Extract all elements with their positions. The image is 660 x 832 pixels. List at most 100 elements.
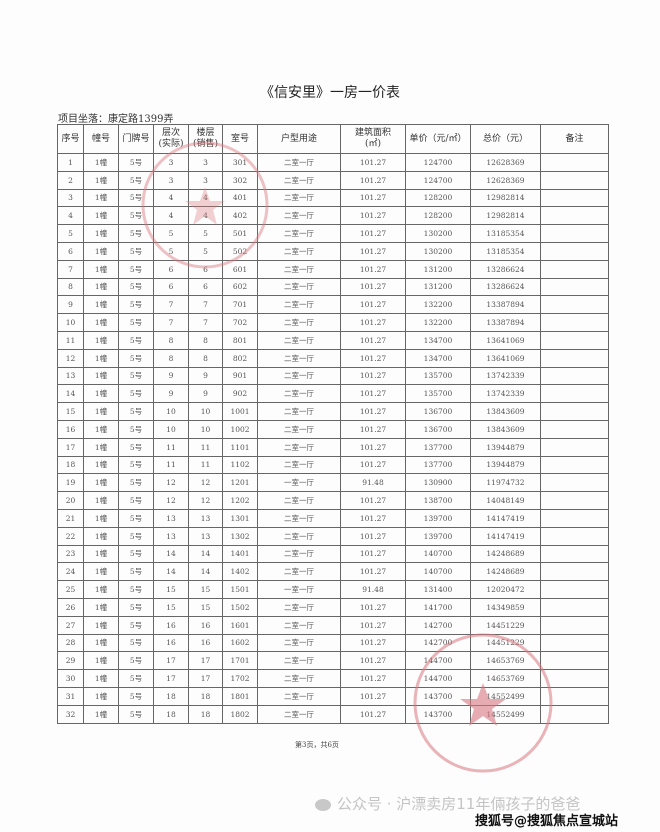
table-cell: 402 — [222, 206, 258, 226]
table-cell: 二室一厅 — [257, 330, 341, 350]
table-cell: 132200 — [405, 313, 471, 332]
table-cell: 二室一厅 — [257, 562, 341, 582]
table-cell: 14147419 — [470, 508, 541, 528]
table-row: 31 1幢 5号 18 18 1801 二室一厅 101.27 143700 14552499 — [57, 686, 609, 706]
table-cell: 11 — [188, 437, 223, 457]
table-cell: 15 — [188, 597, 223, 617]
table-cell — [540, 366, 609, 386]
column-header: 门牌号 — [118, 124, 154, 154]
table-cell: 401 — [222, 188, 258, 208]
table-cell — [540, 295, 609, 315]
table-cell: 902 — [222, 384, 258, 404]
table-cell — [540, 402, 609, 421]
table-cell: 101.27 — [340, 330, 406, 350]
table-cell — [540, 241, 609, 261]
table-cell: 7 — [153, 313, 189, 332]
table-cell: 1幢 — [83, 188, 119, 208]
table-cell: 1302 — [222, 526, 258, 546]
table-row: 11 1幢 5号 8 8 801 二室一厅 101.27 134700 13641069 — [57, 330, 609, 350]
table-cell: 18 — [188, 704, 223, 724]
table-cell: 1802 — [222, 704, 258, 724]
table-cell: 12 — [57, 348, 84, 368]
table-cell — [540, 188, 609, 208]
table-cell: 101.27 — [340, 526, 406, 546]
table-cell — [540, 633, 609, 653]
table-cell: 91.48 — [340, 473, 406, 493]
table-cell: 15 — [57, 402, 84, 421]
table-cell: 101.27 — [340, 491, 406, 510]
table-cell: 1幢 — [83, 295, 119, 315]
table-cell: 14147419 — [470, 526, 541, 546]
table-cell — [540, 224, 609, 243]
table-cell: 136700 — [405, 402, 471, 421]
column-header: 室号 — [222, 124, 258, 154]
table-row: 5 1幢 5号 5 5 501 二室一厅 101.27 130200 13185354 — [57, 224, 609, 243]
table-cell: 一室一厅 — [257, 473, 341, 493]
table-row: 16 1幢 5号 10 10 1002 二室一厅 101.27 136700 13843609 — [57, 419, 609, 439]
table-cell: 9 — [153, 384, 189, 404]
table-cell: 8 — [188, 348, 223, 368]
table-cell: 140700 — [405, 544, 471, 564]
table-cell: 1502 — [222, 597, 258, 617]
table-cell — [540, 277, 609, 297]
table-cell: 1301 — [222, 508, 258, 528]
table-cell: 101.27 — [340, 597, 406, 617]
table-cell: 101.27 — [340, 402, 406, 421]
column-header: 层次 (实际) — [153, 124, 189, 154]
table-cell: 14552499 — [470, 686, 541, 706]
table-cell: 131200 — [405, 277, 471, 297]
table-cell: 901 — [222, 366, 258, 386]
page-number: 第3页，共6页 — [295, 741, 339, 749]
table-cell: 137700 — [405, 437, 471, 457]
table-cell: 136700 — [405, 419, 471, 439]
table-cell: 16 — [188, 633, 223, 653]
table-cell: 二室一厅 — [257, 313, 341, 332]
table-cell: 6 — [188, 277, 223, 297]
table-cell: 134700 — [405, 348, 471, 368]
table-cell: 701 — [222, 295, 258, 315]
table-cell: 3 — [153, 170, 189, 190]
table-cell: 17 — [153, 669, 189, 688]
table-cell: 101.27 — [340, 313, 406, 332]
table-cell: 1幢 — [83, 615, 119, 635]
table-cell: 4 — [153, 206, 189, 226]
table-cell: 12020472 — [470, 580, 541, 599]
column-header: 序号 — [57, 124, 84, 154]
table-cell: 101.27 — [340, 366, 406, 386]
table-row: 23 1幢 5号 14 14 1401 二室一厅 101.27 140700 14248689 — [57, 544, 609, 564]
table-cell: 10 — [57, 313, 84, 332]
table-cell: 12 — [153, 491, 189, 510]
table-cell — [540, 615, 609, 635]
table-cell: 5号 — [118, 473, 154, 493]
table-row: 10 1幢 5号 7 7 702 二室一厅 101.27 132200 13387894 — [57, 313, 609, 332]
table-cell: 14 — [57, 384, 84, 404]
table-cell: 14349859 — [470, 597, 541, 617]
table-row: 14 1幢 5号 9 9 902 二室一厅 101.27 135700 13742339 — [57, 384, 609, 404]
table-row: 22 1幢 5号 13 13 1302 二室一厅 101.27 139700 14147419 — [57, 526, 609, 546]
table-cell — [540, 526, 609, 546]
table-cell: 1 — [57, 153, 84, 172]
table-cell: 1幢 — [83, 686, 119, 706]
table-cell: 101.27 — [340, 295, 406, 315]
table-cell: 1幢 — [83, 651, 119, 671]
table-cell: 135700 — [405, 384, 471, 404]
table-cell: 141700 — [405, 597, 471, 617]
table-cell: 二室一厅 — [257, 224, 341, 243]
table-cell: 8 — [153, 348, 189, 368]
table-cell: 101.27 — [340, 224, 406, 243]
table-cell: 1幢 — [83, 366, 119, 386]
table-cell: 140700 — [405, 562, 471, 582]
column-header: 户型用途 — [257, 124, 341, 154]
table-cell: 5号 — [118, 686, 154, 706]
table-cell: 18 — [57, 455, 84, 475]
table-cell: 二室一厅 — [257, 544, 341, 564]
table-cell: 5号 — [118, 170, 154, 190]
table-cell: 137700 — [405, 455, 471, 475]
wechat-watermark-text: 公众号 · 沪漂卖房11年倆孩子的爸爸 — [337, 795, 581, 813]
table-cell: 5号 — [118, 633, 154, 653]
table-cell: 14653769 — [470, 669, 541, 688]
column-header: 单价（元/㎡） — [405, 124, 471, 154]
table-row: 30 1幢 5号 17 17 1702 二室一厅 101.27 144700 14653769 — [57, 669, 609, 688]
table-cell: 二室一厅 — [257, 384, 341, 404]
table-cell: 1幢 — [83, 170, 119, 190]
